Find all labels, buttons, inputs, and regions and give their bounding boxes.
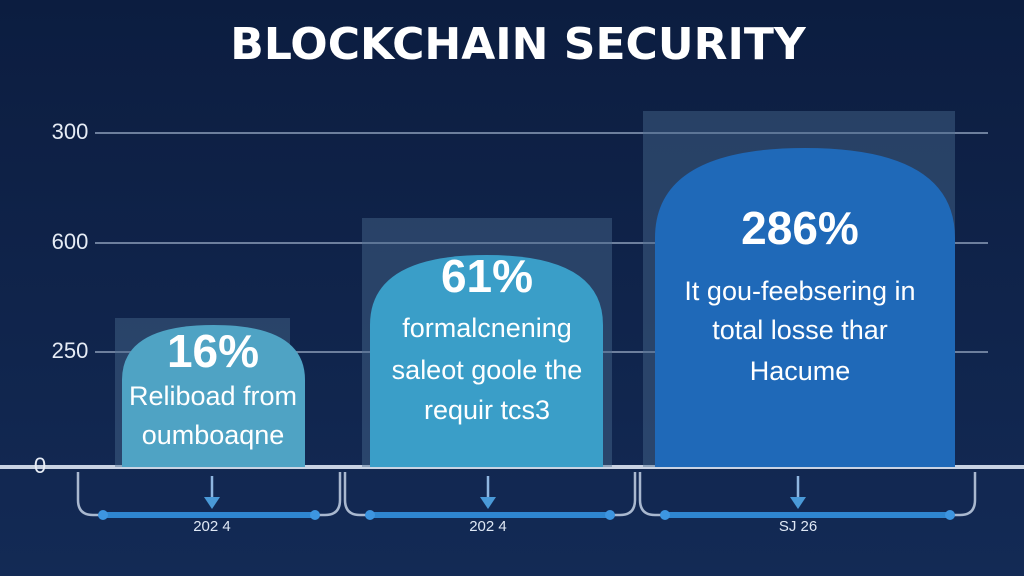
description-line: total losse thar (712, 315, 888, 345)
description-line: formalcnening (402, 313, 572, 343)
percent: 16% (167, 325, 259, 377)
timeline-dot (605, 510, 615, 520)
footer-label: 202 4 (469, 518, 507, 535)
title: BLOCKCHAIN SECURITY (230, 19, 807, 70)
timeline-dot (98, 510, 108, 520)
column-dome (370, 255, 603, 467)
percent: 61% (441, 250, 533, 302)
axis-label: 0 (34, 453, 46, 478)
timeline-dot (365, 510, 375, 520)
arrow-head (204, 497, 220, 509)
description-line: saleot goole the (392, 355, 583, 385)
description-line: Hacume (750, 356, 851, 386)
column-dome (655, 148, 955, 467)
footer-label: SJ 26 (779, 518, 817, 535)
description-line: Reliboad from (129, 381, 297, 411)
description-line: requir tcs3 (424, 395, 550, 425)
arrow-head (480, 497, 496, 509)
timeline-dot (660, 510, 670, 520)
timeline-dot (310, 510, 320, 520)
description-line: It gou-feebsering in (684, 276, 915, 306)
percent: 286% (741, 202, 859, 254)
axis-label: 250 (52, 338, 89, 363)
timeline-dot (945, 510, 955, 520)
column-dome (122, 325, 305, 467)
footer-label: 202 4 (193, 518, 231, 535)
arrow-head (790, 497, 806, 509)
axis-label: 600 (52, 229, 89, 254)
description-line: oumboaqne (142, 420, 285, 450)
axis-label: 300 (52, 119, 89, 144)
